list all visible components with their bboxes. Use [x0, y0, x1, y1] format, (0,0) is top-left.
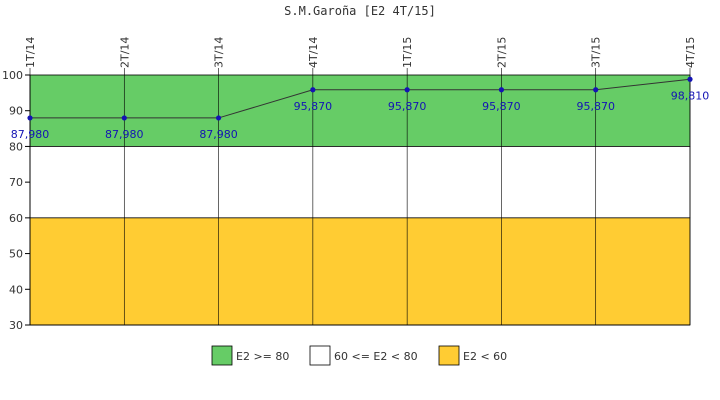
data-label: 95,870 [388, 100, 427, 113]
series-line [30, 78, 691, 119]
data-point [593, 87, 599, 93]
legend-label: E2 >= 80 [236, 350, 289, 363]
x-tick-label: 1T/15 [401, 37, 414, 68]
data-label: 98,810 [671, 89, 710, 102]
legend: E2 >= 80 60 <= E2 < 80 E2 < 60 [211, 345, 507, 366]
threshold-bands [29, 74, 691, 326]
data-point [121, 115, 127, 121]
data-series: 87,980 87,980 87,980 95,870 95,870 95,870 95,8… [11, 76, 710, 141]
data-point [310, 87, 316, 93]
y-axis-ticks: 30 40 50 60 70 80 90 100 [2, 69, 30, 332]
y-tick-label: 60 [9, 212, 23, 225]
data-label: 87,980 [11, 128, 50, 141]
data-label: 95,870 [482, 100, 521, 113]
y-tick-label: 40 [9, 283, 23, 296]
y-tick-label: 70 [9, 176, 23, 189]
y-tick-label: 80 [9, 140, 23, 153]
data-label: 95,870 [576, 100, 615, 113]
chart-title: S.M.Garoña [E2 4T/15] [284, 4, 436, 18]
data-label: 95,870 [294, 100, 333, 113]
x-tick-label: 2T/14 [118, 37, 131, 68]
legend-swatch [438, 345, 460, 366]
band-1 [29, 146, 691, 219]
y-tick-label: 30 [9, 319, 23, 332]
legend-swatch [211, 345, 233, 366]
y-tick-label: 50 [9, 248, 23, 261]
x-tick-label: 4T/15 [684, 37, 697, 68]
legend-label: E2 < 60 [463, 350, 507, 363]
y-tick-label: 100 [2, 69, 23, 82]
band-2 [29, 217, 691, 326]
band-0 [29, 74, 691, 147]
data-label: 87,980 [199, 128, 238, 141]
y-tick-label: 90 [9, 105, 23, 118]
x-axis-ticks: 1T/14 2T/14 3T/14 4T/14 1T/15 2T/15 3T/15 4T/15 [24, 37, 697, 68]
data-point [687, 76, 693, 82]
data-point [404, 87, 410, 93]
data-label: 87,980 [105, 128, 144, 141]
data-point [27, 115, 33, 121]
x-tick-label: 2T/15 [495, 37, 508, 68]
x-tick-label: 3T/15 [590, 37, 603, 68]
legend-swatch [309, 345, 331, 366]
data-point [215, 115, 222, 121]
x-tick-label: 1T/14 [24, 37, 37, 68]
data-point [498, 87, 505, 93]
legend-label: 60 <= E2 < 80 [334, 350, 418, 363]
x-tick-label: 3T/14 [213, 37, 226, 68]
x-tick-label: 4T/14 [307, 37, 320, 68]
